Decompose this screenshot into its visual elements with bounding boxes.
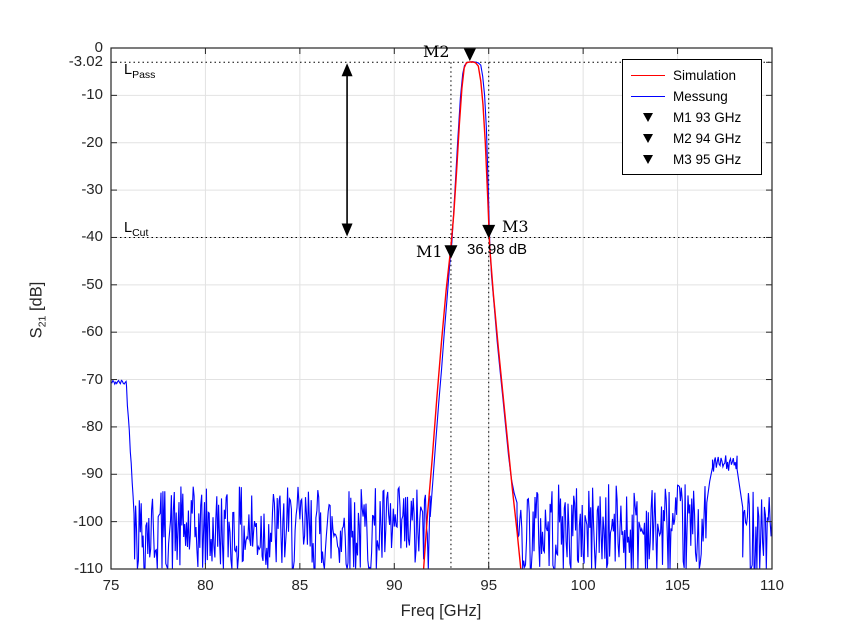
- y-tick-label: -60: [81, 323, 103, 341]
- legend-triangle-glyph: [643, 113, 653, 122]
- x-tick-label: 110: [760, 577, 784, 594]
- y-tick-label: -100: [72, 512, 103, 530]
- marker-m2-triangle-icon: [463, 47, 477, 62]
- legend-marker-triangle-icon: [623, 134, 673, 143]
- marker-m2-label: M2: [423, 42, 450, 61]
- legend-marker-triangle-icon: [623, 155, 673, 164]
- marker-m3-label: M3: [502, 217, 529, 236]
- legend-item-label: Messung: [673, 89, 728, 104]
- legend-item: M3 95 GHz: [623, 149, 761, 170]
- legend-line-glyph: [631, 96, 665, 97]
- y-axis-title-unit: [dB]: [27, 281, 46, 316]
- delta-arrow-head-down: [341, 223, 353, 237]
- y-tick-label: -40: [81, 228, 103, 246]
- legend-item-label: M2 94 GHz: [673, 131, 742, 146]
- y-axis-title-base: S: [27, 327, 46, 339]
- x-tick-label: 100: [570, 577, 596, 594]
- y-axis-title-subscript: 21: [36, 315, 49, 328]
- y-tick-label: -50: [81, 275, 103, 293]
- y-tick-label: 0: [94, 39, 103, 56]
- y-tick-label: -20: [81, 133, 103, 151]
- legend-triangle-glyph: [643, 134, 653, 143]
- x-tick-label: 80: [197, 577, 214, 594]
- legend-triangle-glyph: [643, 155, 653, 164]
- delta-arrow-head-up: [341, 63, 353, 77]
- y-tick-label: -10: [81, 86, 103, 104]
- y-axis-title: S21 [dB]: [27, 282, 48, 339]
- x-tick-label: 95: [480, 577, 498, 594]
- legend-item-label: M3 95 GHz: [673, 152, 742, 167]
- axes-border: [110, 47, 773, 570]
- x-tick-label: 75: [102, 577, 120, 594]
- y-tick-label: -30: [81, 181, 103, 199]
- x-tick-label: 90: [385, 577, 403, 594]
- y-tick-label: -110: [74, 560, 103, 577]
- delta-db-annotation: 36.98 dB: [467, 241, 528, 258]
- lpass-base: L: [124, 62, 133, 78]
- legend-marker-triangle-icon: [623, 113, 673, 122]
- legend-item: M2 94 GHz: [623, 128, 761, 149]
- legend-item-label: M1 93 GHz: [673, 110, 742, 125]
- x-tick-label: 105: [665, 577, 691, 594]
- marker-m1-triangle-icon: [444, 245, 458, 259]
- legend-item: Simulation: [623, 65, 761, 86]
- y-tick-label: -80: [81, 417, 103, 435]
- messung-trace: [111, 61, 772, 569]
- legend-item-label: Simulation: [673, 68, 737, 83]
- legend-item: M1 93 GHz: [623, 107, 761, 128]
- legend: Simulation Messung M1 93 GHz M2 94 GHz M3 95…: [622, 59, 762, 175]
- y-tick-label: -70: [81, 370, 103, 388]
- lcut-base: L: [124, 220, 133, 236]
- legend-line-swatch: [623, 96, 673, 97]
- simulation-trace: [422, 61, 522, 569]
- lpass-level-label: LPass: [124, 62, 155, 81]
- legend-line-glyph: [631, 75, 665, 76]
- marker-m3-triangle-icon: [482, 224, 496, 239]
- lpass-subscript: Pass: [132, 68, 156, 81]
- y-tick-label: -3.02: [68, 53, 103, 71]
- x-tick-label: 85: [291, 577, 309, 594]
- y-tick-label: -90: [81, 465, 103, 483]
- lcut-subscript: Cut: [132, 226, 149, 239]
- legend-line-swatch: [623, 75, 673, 76]
- legend-item: Messung: [623, 86, 761, 107]
- lcut-level-label: LCut: [124, 220, 148, 239]
- x-axis-title: Freq [GHz]: [400, 602, 482, 620]
- marker-m1-label: M1: [416, 242, 443, 261]
